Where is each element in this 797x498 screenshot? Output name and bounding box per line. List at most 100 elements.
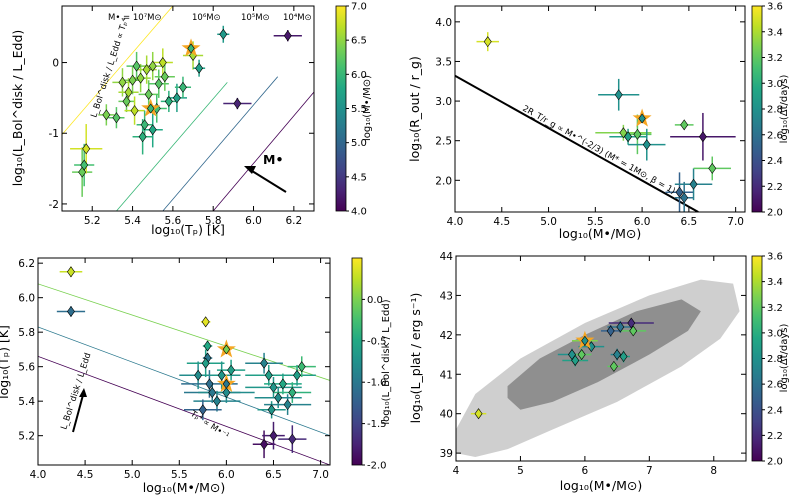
p1-x-tick-label-0: 5.2	[84, 215, 101, 227]
p3-reference-line-0	[38, 283, 330, 381]
p1-y-tick-label-2: 0	[52, 58, 59, 70]
p1-x-tick-label-2: 5.6	[165, 215, 182, 227]
p4-x-tick-label-0: 4	[453, 465, 460, 477]
p4-data-point-12	[629, 325, 638, 337]
p1-x-tick-label-1: 5.4	[124, 215, 141, 227]
p3-data-point-13	[222, 387, 231, 399]
p1-data-point-8	[128, 74, 137, 86]
p2-y-tick-label-3: 3.5	[435, 56, 452, 68]
p1-data-point-5	[118, 76, 127, 88]
p2-colorbar-tick-label-7: 3.4	[767, 27, 783, 38]
p1-data-point-7	[124, 86, 133, 98]
p1-reference-line-2	[162, 76, 279, 211]
p1-colorbar-tick-label-6: 7.0	[351, 2, 367, 13]
p1-line-label-1e5: 10⁵M⊙	[241, 13, 270, 23]
p3-data-point-8	[208, 387, 217, 399]
p2-data-point-2	[619, 127, 628, 139]
p4-y-tick-label-1: 40	[440, 409, 453, 421]
p2-x-tick-label-3: 5.5	[587, 216, 604, 228]
p3-x-tick-label-1: 4.5	[77, 469, 94, 481]
p2-x-tick-label-4: 6.0	[634, 216, 651, 228]
p3-y-tick-label-5: 6.2	[18, 258, 35, 270]
p1-data-point-22	[164, 95, 173, 107]
p4-y-tick-label-5: 44	[440, 251, 454, 263]
p2-colorbar-tick-label-5: 3.0	[767, 79, 783, 90]
p4-data-point-3	[577, 349, 586, 361]
p4-data-point-6	[606, 325, 615, 337]
p4-x-tick-label-4: 8	[710, 465, 717, 477]
p2-data-point-1	[614, 89, 623, 101]
p1-data-point-24	[178, 81, 187, 93]
p1-colorbar-tick-label-2: 5.0	[351, 138, 367, 149]
p3-data-point-25	[269, 430, 278, 442]
p4-data-point-10	[619, 351, 628, 363]
p3-eddington-arrow	[72, 394, 84, 433]
p3-data-point-11	[198, 404, 207, 416]
p4-x-tick-label-3: 7	[646, 465, 653, 477]
p1-data-point-9	[130, 105, 139, 117]
p2-data-point-0	[483, 36, 492, 48]
p1-arrow-label: M•	[263, 152, 283, 167]
p1-mass-arrow	[251, 170, 287, 193]
p2-axes-frame	[454, 5, 746, 213]
p3-reference-line-1	[38, 326, 330, 437]
p4-x-tick-label-2: 6	[582, 465, 589, 477]
p1-x-tick-label-3: 5.8	[205, 215, 222, 227]
p2-data-point-8	[680, 192, 689, 204]
p4-y-tick-label-2: 41	[440, 369, 453, 381]
p2-colorbar-tick-label-1: 2.2	[767, 182, 783, 193]
p3-highlight-point-0	[222, 344, 231, 355]
p1-data-point-16	[148, 124, 157, 136]
p3-data-point-9	[212, 395, 221, 407]
p1-colorbar-label: log₁₀(M•/M⊙)	[362, 75, 373, 141]
p1-data-point-6	[122, 95, 131, 107]
p3-colorbar-tick-label-0: -2.0	[367, 461, 387, 472]
p2-highlight-point-0	[638, 113, 646, 124]
p2-data-point-7	[675, 186, 684, 198]
p3-colorbar-tick-label-2: -1.0	[367, 378, 387, 389]
p2-data-point-6	[680, 119, 689, 131]
p2-y-tick-label-4: 4.0	[435, 17, 452, 29]
p2-data-point-5	[642, 139, 651, 151]
p4-plot-area	[456, 279, 740, 458]
p4-y-label: log₁₀(L_plat / erg s⁻¹)	[408, 293, 423, 424]
p1-colorbar-tick-label-1: 4.5	[351, 172, 367, 183]
p2-x-tick-label-6: 7.0	[727, 216, 744, 228]
p2-colorbar-tick-label-3: 2.6	[767, 130, 783, 141]
p2-y-tick-label-1: 2.5	[435, 136, 452, 148]
p3-highlight-point-1	[222, 378, 231, 389]
p3-data-point-24	[260, 438, 269, 450]
p2-data-point-3	[624, 131, 633, 143]
p4-colorbar-tick-label-2: 2.4	[767, 405, 783, 416]
p2-y-label: log₁₀(R_out / r_g)	[407, 56, 422, 162]
p1-data-point-10	[132, 60, 141, 72]
p3-colorbar-tick-label-3: -0.5	[367, 336, 387, 347]
p3-data-point-17	[274, 392, 283, 404]
p3-data-point-18	[278, 378, 287, 390]
p4-colorbar-tick-label-4: 2.8	[767, 354, 783, 365]
p3-y-label: log₁₀(Tₚ) [K]	[0, 325, 11, 399]
p3-data-point-22	[297, 361, 306, 373]
p1-data-point-14	[142, 64, 151, 76]
p3-x-tick-label-3: 5.5	[171, 469, 188, 481]
p3-y-tick-label-2: 5.6	[18, 362, 35, 374]
p3-x-tick-label-6: 7.0	[312, 469, 329, 481]
p1-highlight-point-0	[147, 103, 155, 114]
p2-colorbar-tick-label-0: 2.0	[767, 208, 783, 219]
p4-colorbar-tick-label-5: 3.0	[767, 328, 783, 339]
p1-data-point-17	[148, 60, 157, 72]
p1-y-tick-label-1: -1	[49, 128, 59, 140]
p2-plot-area	[455, 32, 736, 212]
p1-data-point-27	[219, 28, 228, 40]
p2-colorbar-tick-label-2: 2.4	[767, 156, 783, 167]
panel-radius-mass: log₁₀(M•/M⊙) log₁₀(R_out / r_g) 2R_T/r_g…	[407, 5, 790, 241]
p3-data-point-0	[66, 266, 75, 278]
p3-data-point-15	[264, 369, 273, 381]
p1-colorbar	[335, 5, 347, 212]
p1-reference-line-1	[116, 82, 228, 211]
p3-data-point-14	[260, 357, 269, 369]
p1-colorbar-tick-label-3: 5.5	[351, 104, 367, 115]
p1-colorbar-tick-label-5: 6.5	[351, 36, 367, 47]
p3-data-point-7	[205, 378, 214, 390]
